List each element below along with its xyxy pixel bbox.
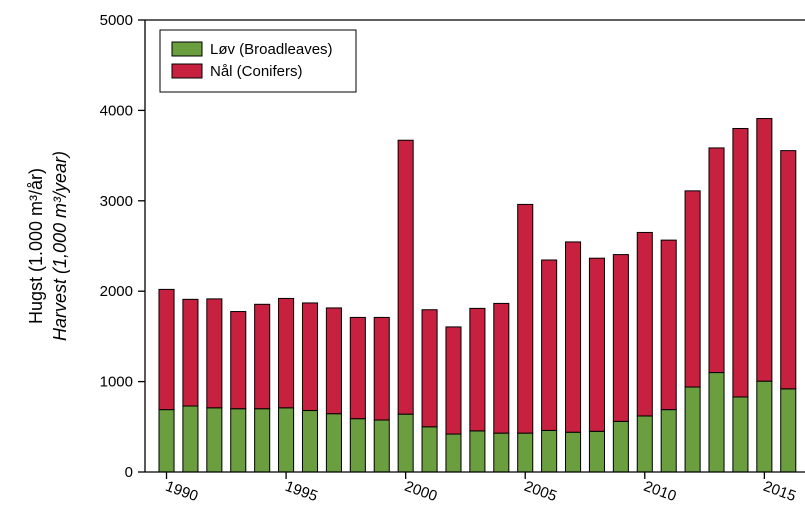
legend-label: Løv (Broadleaves)	[210, 41, 333, 58]
y-tick-label: 2000	[100, 283, 133, 300]
legend-swatch	[171, 63, 203, 79]
bar-segment	[756, 118, 773, 382]
y-tick-label: 1000	[100, 374, 133, 391]
bar-segment	[541, 429, 558, 473]
x-tick-label: 1990	[163, 478, 200, 505]
bar-segment	[349, 418, 366, 473]
bar-segment	[684, 386, 701, 473]
bar-segment	[206, 298, 223, 409]
legend-box	[159, 29, 357, 93]
bar-segment	[660, 409, 677, 473]
bar-segment	[684, 190, 701, 388]
bar-segment	[445, 433, 462, 473]
bar-segment	[397, 413, 414, 473]
x-tick-label: 2000	[402, 478, 439, 505]
bar-segment	[158, 288, 175, 411]
y-tick-label: 5000	[100, 12, 133, 29]
bar-segment	[158, 409, 175, 473]
bar-segment	[493, 432, 510, 473]
bar-segment	[230, 408, 247, 473]
bar-segment	[421, 309, 438, 428]
bar-segment	[493, 302, 510, 434]
bar-segment	[780, 150, 797, 390]
bar-segment	[612, 420, 629, 473]
bar-segment	[421, 426, 438, 473]
bar-segment	[636, 231, 653, 417]
bar-segment	[325, 413, 342, 473]
bar-segment	[756, 380, 773, 473]
bar-segment	[780, 388, 797, 473]
bar-segment	[182, 298, 199, 407]
bar-segment	[301, 410, 319, 473]
bar-segment	[588, 257, 605, 432]
bar-segment	[708, 372, 725, 473]
bar-segment	[541, 259, 558, 431]
bar-segment	[373, 419, 390, 473]
bar-segment	[278, 297, 295, 409]
bar-segment	[517, 203, 534, 434]
bar-segment	[708, 147, 725, 374]
bar-segment	[349, 316, 366, 420]
bar-segment	[325, 307, 342, 415]
bar-segment	[278, 407, 295, 473]
bar-segment	[732, 396, 749, 473]
bar-segment	[182, 405, 199, 473]
bar-segment	[230, 311, 247, 410]
y-axis-label: Hugst (1.000 m³/år)	[26, 168, 46, 324]
legend-swatch	[171, 41, 203, 57]
bar-segment	[588, 430, 605, 473]
x-tick-label: 1995	[283, 478, 320, 505]
bar-segment	[301, 302, 319, 412]
y-tick-label: 3000	[100, 193, 133, 210]
bar-segment	[397, 139, 414, 415]
y-axis-label: Harvest (1,000 m³/year)	[50, 151, 70, 341]
x-tick-label: 2015	[761, 478, 798, 505]
bar-segment	[565, 241, 582, 433]
bar-segment	[612, 254, 629, 422]
bar-segment	[636, 415, 653, 473]
bar-segment	[254, 303, 271, 410]
bar-segment	[732, 127, 749, 398]
legend-label: Nål (Conifers)	[210, 63, 303, 80]
y-tick-label: 4000	[100, 102, 133, 119]
bar-segment	[206, 407, 223, 473]
x-tick-label: 2005	[522, 478, 559, 505]
y-tick-label: 0	[125, 464, 133, 481]
bar-segment	[445, 326, 462, 435]
bar-segment	[373, 316, 390, 421]
bar-segment	[660, 239, 677, 411]
bar-segment	[469, 307, 486, 432]
bar-segment	[469, 430, 486, 473]
bar-segment	[565, 431, 582, 473]
x-tick-label: 2010	[641, 478, 678, 505]
bar-segment	[254, 408, 271, 473]
bar-segment	[517, 432, 534, 473]
